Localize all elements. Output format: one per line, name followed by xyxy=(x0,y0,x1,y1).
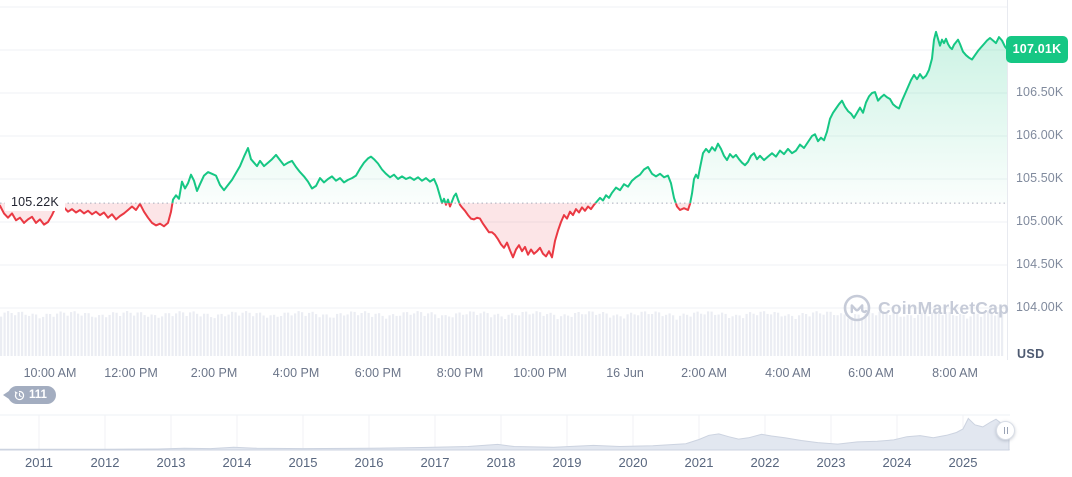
history-count: 111 xyxy=(29,389,47,401)
navigator-year-label: 2019 xyxy=(552,455,582,470)
x-axis-label: 16 Jun xyxy=(606,366,644,380)
y-axis-label: 106.00K xyxy=(1016,128,1064,142)
price-line-down xyxy=(0,203,692,259)
baseline-price-label: 105.22K xyxy=(5,194,65,211)
x-axis-label: 12:00 PM xyxy=(104,366,158,380)
y-axis-label: 104.00K xyxy=(1016,300,1064,314)
x-axis-label: 8:00 PM xyxy=(436,366,484,380)
x-axis-label: 4:00 PM xyxy=(272,366,320,380)
history-clock-icon xyxy=(14,390,25,400)
navigator-year-label: 2016 xyxy=(354,455,384,470)
timeline-navigator[interactable] xyxy=(0,414,1072,451)
volume-bars xyxy=(0,311,1004,356)
y-axis-label: 105.00K xyxy=(1016,214,1064,228)
navigator-year-label: 2023 xyxy=(816,455,846,470)
handle-grip-bar xyxy=(1006,427,1008,434)
navigator-year-label: 2021 xyxy=(684,455,714,470)
navigator-year-label: 2011 xyxy=(25,455,53,470)
navigator-year-label: 2020 xyxy=(618,455,648,470)
currency-label: USD xyxy=(1017,347,1045,361)
history-badge[interactable]: 111 xyxy=(3,386,56,404)
navigator-resize-handle[interactable] xyxy=(996,421,1015,440)
x-axis-label: 10:00 PM xyxy=(513,366,567,380)
navigator-year-label: 2014 xyxy=(222,455,252,470)
navigator-year-label: 2018 xyxy=(486,455,516,470)
coinmarketcap-logo-icon xyxy=(843,294,871,322)
y-axis-label: 105.50K xyxy=(1016,171,1064,185)
navigator-area-chart xyxy=(0,417,1010,451)
navigator-year-label: 2012 xyxy=(90,455,120,470)
current-price-badge: 107.01K xyxy=(1006,36,1068,63)
navigator-year-label: 2013 xyxy=(156,455,186,470)
x-axis-label: 6:00 AM xyxy=(848,366,894,380)
x-axis-label: 10:00 AM xyxy=(23,366,77,380)
x-axis-label: 2:00 AM xyxy=(681,366,727,380)
y-axis-label: 106.50K xyxy=(1016,85,1064,99)
y-axis-label: 104.50K xyxy=(1016,257,1064,271)
navigator-year-label: 2024 xyxy=(882,455,912,470)
x-axis-label: 8:00 AM xyxy=(932,366,978,380)
navigator-year-label: 2015 xyxy=(288,455,318,470)
price-chart-plot[interactable] xyxy=(0,0,1008,360)
x-axis-label: 2:00 PM xyxy=(190,366,238,380)
watermark-text: CoinMarketCap xyxy=(878,297,1009,318)
watermark: CoinMarketCap xyxy=(843,294,1009,322)
area-below-baseline xyxy=(0,203,1007,258)
x-axis-label: 6:00 PM xyxy=(354,366,402,380)
price-line-up xyxy=(139,30,1008,204)
area-above-baseline xyxy=(172,31,1007,204)
navigator-year-label: 2022 xyxy=(750,455,780,470)
navigator-year-label: 2025 xyxy=(948,455,978,470)
x-axis-label: 4:00 AM xyxy=(765,366,811,380)
handle-grip-bar xyxy=(1003,427,1005,434)
navigator-year-label: 2017 xyxy=(420,455,450,470)
